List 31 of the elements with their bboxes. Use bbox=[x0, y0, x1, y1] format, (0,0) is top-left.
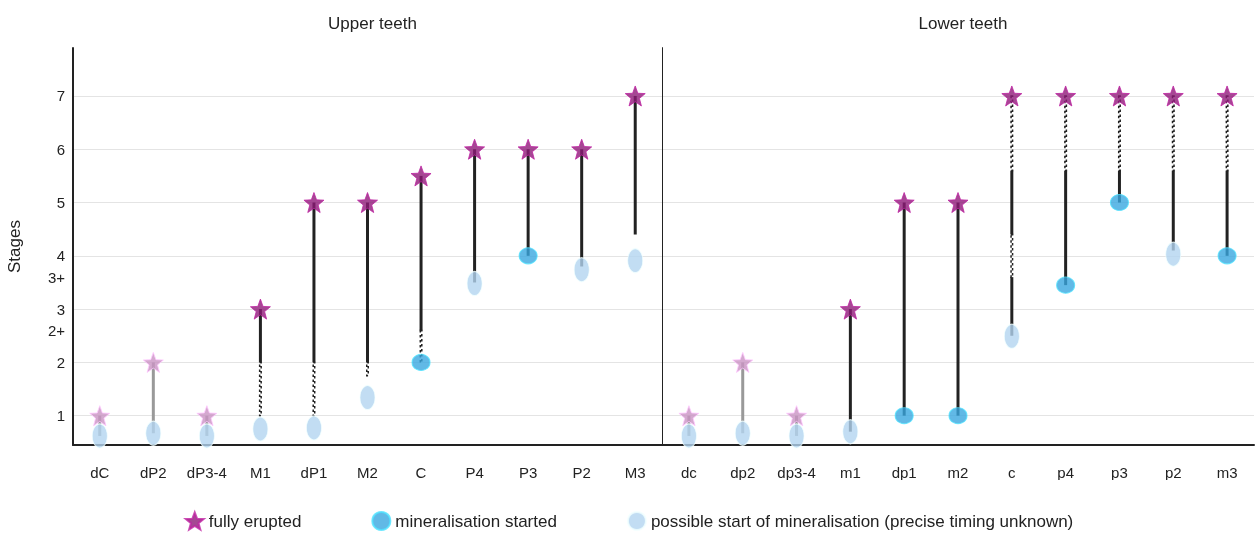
y-tick-label: 7 bbox=[56, 87, 65, 105]
y-tick-label: 2 bbox=[56, 353, 65, 371]
y-tick-label: 2+ bbox=[47, 321, 66, 339]
x-tick-label: m2 bbox=[947, 464, 969, 481]
x-tick-label: dc bbox=[680, 464, 698, 481]
y-tick-label: 6 bbox=[56, 140, 65, 158]
x-tick-label: dP1 bbox=[300, 464, 328, 481]
x-tick-label: M3 bbox=[624, 464, 646, 481]
legend-label: possible start of mineralisation (precise timing unknown) bbox=[650, 511, 1074, 531]
chart-title: Upper teeth bbox=[328, 14, 417, 33]
x-tick-label: m3 bbox=[1216, 464, 1238, 481]
x-tick-label: dC bbox=[90, 464, 110, 481]
y-tick-label: 5 bbox=[56, 194, 65, 212]
x-tick-label: m1 bbox=[839, 464, 861, 481]
y-tick-label: 1 bbox=[56, 407, 65, 425]
chart-title: Lower teeth bbox=[918, 14, 1008, 33]
y-tick-label: 4 bbox=[56, 247, 65, 265]
x-tick-label: c bbox=[1008, 464, 1017, 481]
legend-label: mineralisation started bbox=[395, 511, 557, 531]
x-tick-label: P2 bbox=[572, 464, 591, 481]
x-tick-label: C bbox=[415, 464, 427, 481]
x-tick-label: dP3-4 bbox=[186, 464, 227, 481]
legend-label: fully erupted bbox=[208, 511, 302, 531]
x-tick-label: dP2 bbox=[139, 464, 167, 481]
y-tick-label: 3+ bbox=[47, 268, 66, 286]
x-tick-label: M2 bbox=[357, 464, 378, 481]
x-tick-label: P3 bbox=[518, 464, 538, 481]
y-axis-title: Stages bbox=[5, 220, 24, 273]
x-tick-label: P4 bbox=[465, 464, 484, 481]
x-tick-label: M1 bbox=[249, 464, 271, 481]
y-tick-label: 3 bbox=[56, 300, 65, 318]
